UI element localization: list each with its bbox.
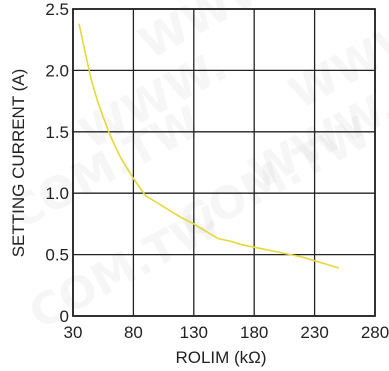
axis-layer: 30 80 130 180 230 280 0 0.5 1.0 1.5 2.0 2.5 <box>45 0 389 342</box>
y-tick-label: 1.5 <box>45 123 69 142</box>
x-tick-label: 230 <box>300 323 328 342</box>
x-tick-label: 30 <box>64 323 83 342</box>
x-tick-label: 80 <box>124 323 143 342</box>
y-tick-label: 2.5 <box>45 0 69 19</box>
grid-layer <box>72 8 376 317</box>
series-layer <box>78 23 340 269</box>
x-axis-title: ROLIM (kΩ) <box>175 348 266 367</box>
y-axis-title: SETTING CURRENT (A) <box>9 69 28 258</box>
x-tick-label: 130 <box>180 323 208 342</box>
x-tick-label: 280 <box>361 323 389 342</box>
series-line-0 <box>78 23 340 269</box>
y-tick-label: 0 <box>60 307 69 326</box>
y-tick-label: 1.0 <box>45 184 69 203</box>
y-tick-label: 0.5 <box>45 246 69 265</box>
plot-frame <box>72 8 376 317</box>
x-tick-label: 180 <box>240 323 268 342</box>
y-tick-label: 2.0 <box>45 61 69 80</box>
